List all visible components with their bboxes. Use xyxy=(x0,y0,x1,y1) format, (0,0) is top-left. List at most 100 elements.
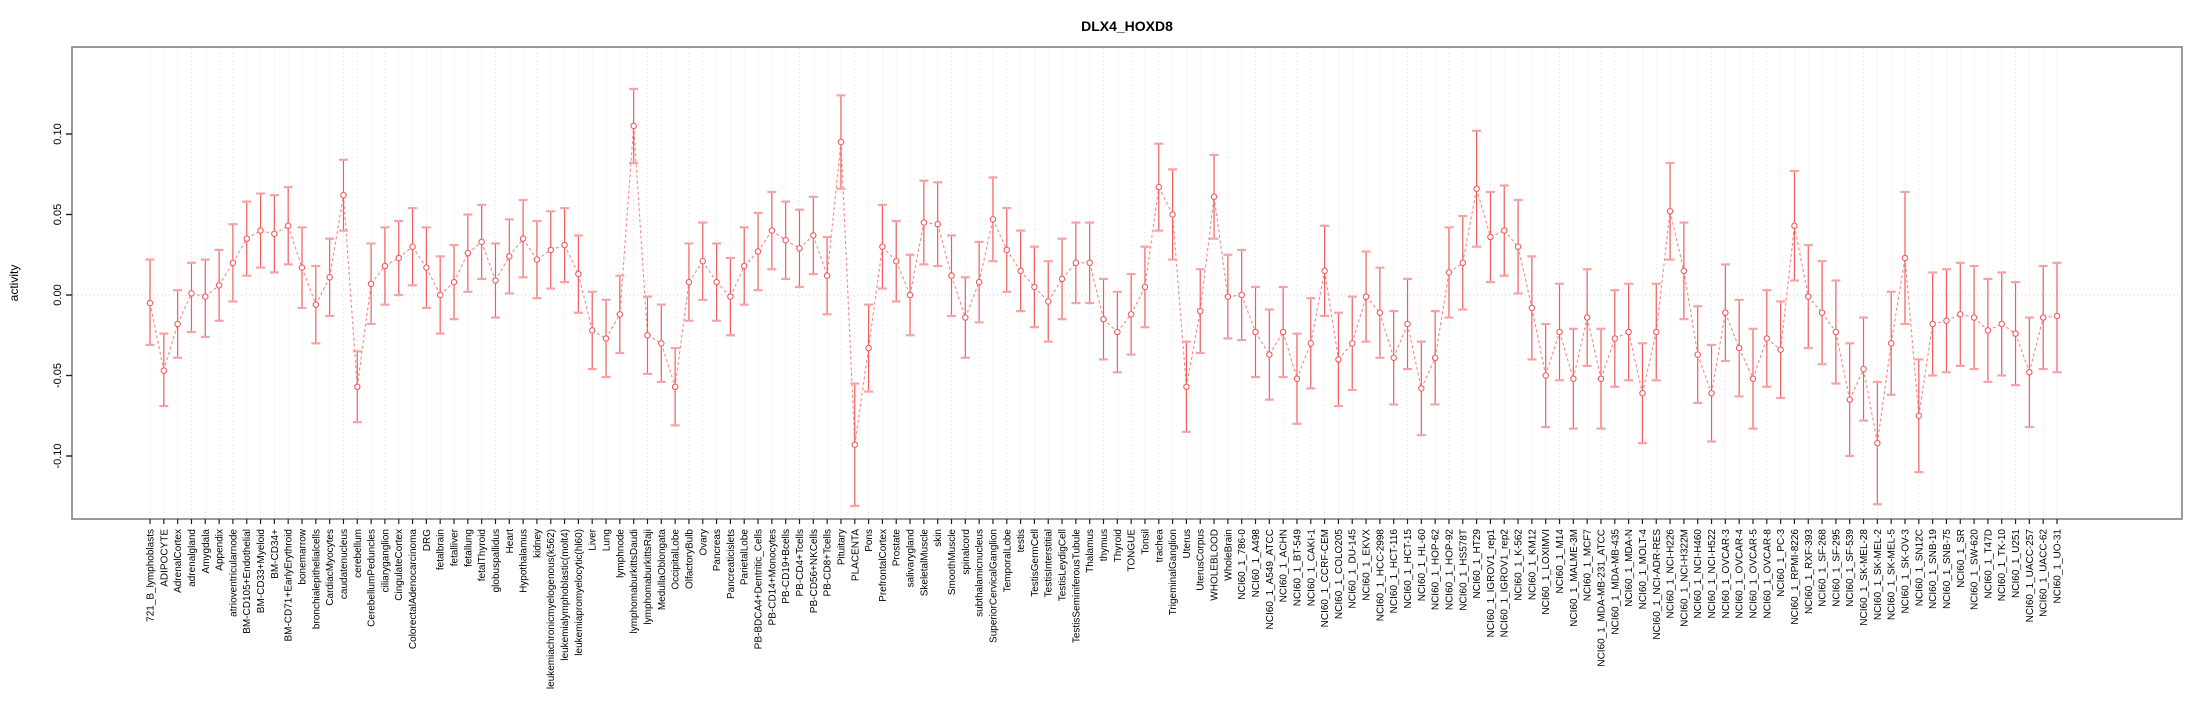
data-point-marker xyxy=(1749,375,1757,382)
data-point-marker xyxy=(962,314,969,321)
x-tick-label: bronchialepithelialcells xyxy=(311,529,322,629)
x-tick-label: NCI60_1_OVCAR-5 xyxy=(1748,529,1759,619)
data-point-marker xyxy=(2026,369,2033,376)
series-segment xyxy=(1020,270,1035,288)
data-point-marker xyxy=(1763,335,1771,342)
data-point-marker xyxy=(1722,309,1729,316)
data-point-marker xyxy=(906,291,914,299)
data-point-marker xyxy=(1017,267,1024,275)
data-point-marker xyxy=(865,344,872,352)
data-point-marker xyxy=(436,291,444,299)
series-layer xyxy=(145,87,2062,508)
x-tick-label: MedullaOblongata xyxy=(657,529,668,611)
x-tick-label: NCI60_1_IGROV1_rep1 xyxy=(1486,529,1497,638)
x-tick-label: fetalliver xyxy=(450,528,461,566)
data-point-marker xyxy=(243,235,250,242)
data-point-marker xyxy=(1196,307,1204,315)
series-segment xyxy=(1572,317,1588,379)
x-tick-label: NCI60_1_A498 xyxy=(1251,529,1262,598)
data-point-marker xyxy=(879,243,886,250)
x-tick-label: SkeletalMuscle xyxy=(919,529,930,597)
series-segment xyxy=(992,219,1008,251)
x-tick-label: Liver xyxy=(588,528,599,550)
data-point-marker xyxy=(1998,320,2005,328)
data-point-marker xyxy=(920,219,928,226)
series-segment xyxy=(1047,278,1063,302)
data-point-marker xyxy=(367,280,375,287)
data-point-marker xyxy=(1901,254,1909,262)
series-segment xyxy=(1669,211,1685,271)
data-point-marker xyxy=(1556,328,1563,336)
data-point-marker xyxy=(1639,389,1646,397)
x-tick-label: Lung xyxy=(602,529,613,551)
series-segment xyxy=(1338,342,1353,360)
series-segment xyxy=(1296,343,1312,379)
series-segment xyxy=(1476,188,1491,238)
series-segment xyxy=(1172,214,1187,387)
series-segment xyxy=(1918,323,1934,416)
x-tick-label: Pons xyxy=(864,529,875,552)
data-point-marker xyxy=(892,257,900,265)
series-segment xyxy=(356,283,372,387)
data-point-marker xyxy=(1957,311,1964,318)
data-point-marker xyxy=(1887,340,1895,347)
data-point-marker xyxy=(644,331,651,339)
data-point-marker xyxy=(450,278,458,286)
x-tick-label: PrefrontalCortex xyxy=(878,529,889,602)
data-point-marker xyxy=(948,272,955,279)
data-point-marker xyxy=(754,248,762,255)
x-tick-label: NCI60_1_NCI-H322M xyxy=(1679,529,1690,627)
series-segment xyxy=(1710,312,1726,394)
x-tick-label: NCI60_1_TK-10 xyxy=(1997,529,2008,602)
data-point-marker xyxy=(1348,340,1356,347)
x-tick-label: Prostate xyxy=(892,529,903,567)
data-point-marker xyxy=(1418,385,1425,392)
series-segment xyxy=(287,225,303,268)
data-point-marker xyxy=(1321,267,1328,275)
series-segment xyxy=(163,323,179,371)
x-tick-label: globuspallidus xyxy=(491,529,502,592)
x-tick-label: DRG xyxy=(422,529,433,551)
data-point-marker xyxy=(1072,259,1080,267)
series-segment xyxy=(1420,357,1436,389)
x-tick-label: trachea xyxy=(1154,529,1165,563)
series-segment xyxy=(1282,331,1298,379)
x-tick-label: ciliaryganglion xyxy=(380,529,391,592)
x-tick-label: fetallung xyxy=(463,529,474,567)
x-tick-label: 721_B_lymphoblasts xyxy=(146,529,157,622)
series-segment xyxy=(1255,331,1270,355)
data-point-marker xyxy=(1058,275,1066,283)
series-segment xyxy=(1683,270,1699,355)
x-tick-label: NCI60_1_HT29 xyxy=(1472,529,1483,599)
x-tick-label: NCI60_1_SK-MEL-2 xyxy=(1873,529,1884,621)
x-tick-label: leukemiachronicmyelogenous(k562) xyxy=(546,529,557,689)
x-tick-label: NCI60_1_SNB-75 xyxy=(1942,529,1953,609)
x-tick-label: Pancreas xyxy=(712,529,723,571)
x-tick-label: NCI60_1_HOP-92 xyxy=(1444,529,1455,611)
data-point-marker xyxy=(671,383,679,391)
series-segment xyxy=(1641,331,1657,394)
series-segment xyxy=(1780,225,1795,350)
series-segment xyxy=(619,125,635,315)
series-segment xyxy=(702,260,718,283)
x-tick-label: NCI60_1_IGROV1_rep2 xyxy=(1500,529,1511,638)
x-tick-label: NCI60_1_MDA-MB-231_ATCC xyxy=(1596,529,1607,667)
data-point-marker xyxy=(699,257,707,265)
x-tick-label: skin xyxy=(933,529,944,547)
data-point-marker xyxy=(1597,375,1605,382)
data-point-marker xyxy=(1653,328,1660,336)
series-segment xyxy=(1268,331,1284,355)
series-segment xyxy=(674,282,690,387)
x-tick-label: TONGUE xyxy=(1127,529,1138,572)
data-point-marker xyxy=(837,138,845,146)
x-tick-label: NCI60_1_A549_ATCC xyxy=(1265,529,1276,629)
series-segment xyxy=(1545,331,1561,376)
series-segment xyxy=(370,265,386,285)
x-tick-label: bonemarrow xyxy=(298,528,309,584)
data-point-marker xyxy=(1335,356,1342,363)
series-segment xyxy=(895,260,911,296)
series-segment xyxy=(1517,246,1533,309)
x-tick-label: NCI60_1_MDA-N xyxy=(1624,529,1635,607)
data-point-marker xyxy=(1611,335,1619,342)
series-segment xyxy=(1310,270,1326,344)
